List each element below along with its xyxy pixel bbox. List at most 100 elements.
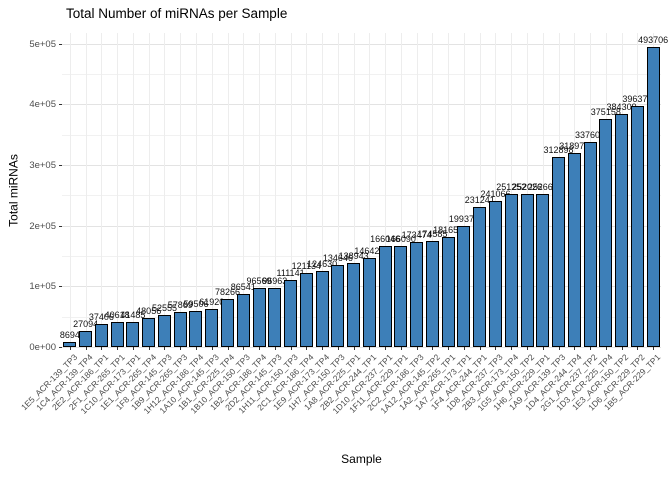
- bar: [157, 315, 171, 347]
- bar: [331, 265, 345, 347]
- x-tick-mark: [495, 347, 497, 350]
- bar-value-label: 166046: [370, 234, 401, 245]
- gridline-vertical: [432, 33, 434, 347]
- bar-value-label: 252026: [511, 182, 543, 193]
- gridline-vertical: [479, 33, 481, 347]
- x-tick-mark: [353, 347, 355, 350]
- x-tick-mark: [259, 347, 261, 350]
- gridline-vertical: [400, 33, 402, 347]
- bar-value-label: 96569: [246, 276, 272, 287]
- gridline-horizontal-major: [62, 225, 661, 227]
- y-tick-label: 1e+05: [29, 281, 56, 293]
- bar-value-label: 96963: [262, 276, 288, 287]
- bar-value-label: 121134: [291, 261, 322, 272]
- bar-value-label: 134646: [322, 253, 353, 264]
- bar: [63, 341, 77, 347]
- plot-panel: 8694 27094 37406 40618 41485 48056 52555 57869 5…: [60, 33, 668, 348]
- bar: [473, 206, 487, 347]
- x-tick-mark: [479, 347, 481, 350]
- x-tick-mark: [432, 347, 434, 350]
- bar: [236, 294, 250, 347]
- bar-value-label: 181659: [433, 224, 464, 235]
- bar: [457, 225, 471, 347]
- bar-value-label: 318975: [559, 141, 590, 152]
- x-tick-mark: [400, 347, 402, 350]
- bar-value-label: 174585: [417, 229, 448, 240]
- bar: [646, 47, 660, 347]
- bar: [252, 288, 266, 347]
- bar-value-label: 396374: [622, 94, 653, 105]
- x-tick-mark: [164, 347, 166, 350]
- gridline-horizontal-major: [62, 164, 661, 166]
- y-tick-label: 0e+00: [29, 342, 56, 353]
- y-tick-mark: [59, 225, 62, 227]
- x-tick-mark: [85, 347, 87, 350]
- gridline-horizontal-minor: [62, 195, 661, 197]
- x-tick-mark: [369, 347, 371, 350]
- x-tick-mark: [306, 347, 308, 350]
- y-tick-mark: [59, 164, 62, 166]
- bar-value-label: 173474: [401, 229, 432, 240]
- bar: [378, 246, 392, 347]
- bar: [79, 330, 93, 347]
- bar: [142, 317, 156, 347]
- gridline-vertical: [259, 33, 261, 347]
- bar: [536, 193, 550, 347]
- y-tick-mark: [59, 104, 62, 106]
- bar-value-label: 8694: [59, 329, 80, 340]
- chart-title: Total Number of miRNAs per Sample: [66, 6, 288, 21]
- bar-value-label: 166090: [385, 234, 416, 245]
- bar: [394, 246, 408, 347]
- bar-value-label: 337602: [575, 130, 606, 141]
- x-tick-mark: [243, 347, 245, 350]
- x-tick-mark: [527, 347, 528, 350]
- x-tick-mark: [605, 347, 607, 350]
- bar-value-label: 52555: [151, 303, 177, 314]
- x-tick-mark: [132, 347, 134, 350]
- gridline-vertical: [117, 33, 119, 347]
- gridline-vertical: [448, 33, 450, 347]
- x-tick-mark: [322, 347, 324, 350]
- bar: [630, 106, 644, 347]
- x-tick-mark: [195, 347, 197, 350]
- gridline-vertical: [337, 33, 339, 347]
- gridline-vertical: [290, 33, 292, 347]
- gridline-horizontal-major: [62, 286, 661, 288]
- bar-value-label: 61920: [199, 297, 225, 308]
- bar: [615, 113, 629, 347]
- bar: [552, 157, 566, 347]
- bar: [173, 311, 187, 347]
- gridline-horizontal-minor: [62, 255, 661, 257]
- x-tick-mark: [180, 347, 182, 350]
- bar: [205, 309, 219, 347]
- gridline-vertical: [511, 33, 513, 347]
- gridline-horizontal-major: [62, 347, 661, 348]
- bar: [126, 321, 140, 347]
- x-tick-mark: [574, 347, 576, 350]
- x-tick-mark: [117, 347, 119, 350]
- bar: [599, 119, 613, 347]
- gridline-vertical: [322, 33, 324, 347]
- bar: [221, 299, 234, 347]
- bar: [441, 236, 455, 347]
- y-tick-label: 2e+05: [29, 220, 56, 232]
- gridline-vertical: [148, 33, 150, 347]
- y-tick-mark: [59, 347, 62, 348]
- y-tick-mark: [59, 43, 62, 45]
- bar-value-label: 312898: [543, 145, 574, 156]
- bar-value-label: 241066: [480, 188, 511, 199]
- gridline-vertical: [353, 33, 355, 347]
- bar-value-label: 41485: [120, 309, 146, 320]
- bar: [520, 194, 534, 347]
- bar-value-label: 493706: [638, 35, 669, 46]
- bar-value-label: 252667: [527, 181, 558, 192]
- bar-value-label: 111141: [276, 267, 305, 278]
- gridline-vertical: [463, 33, 465, 347]
- gridline-vertical: [180, 33, 182, 347]
- x-tick-mark: [416, 347, 418, 350]
- gridline-vertical: [132, 33, 134, 347]
- x-tick-mark: [653, 347, 655, 350]
- bar-value-label: 86541: [230, 282, 256, 293]
- x-tick-mark: [463, 347, 465, 350]
- gridline-vertical: [164, 33, 166, 347]
